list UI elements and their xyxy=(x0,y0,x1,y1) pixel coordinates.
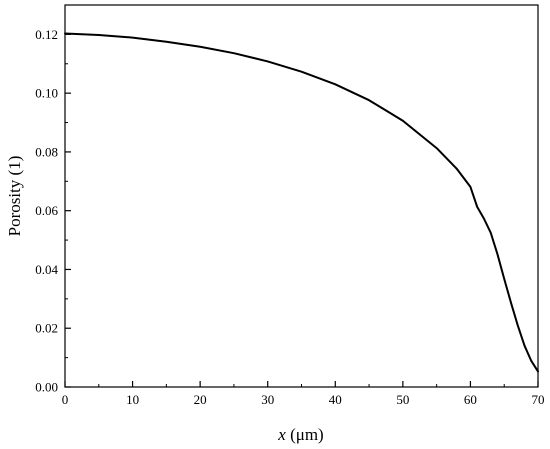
x-axis-title: x (μm) xyxy=(277,425,323,444)
x-tick-label: 0 xyxy=(62,392,69,407)
x-tick-label: 10 xyxy=(126,392,139,407)
x-tick-label: 40 xyxy=(329,392,342,407)
y-tick-label: 0.04 xyxy=(35,262,58,277)
y-tick-label: 0.00 xyxy=(35,380,58,395)
y-tick-label: 0.02 xyxy=(35,321,58,336)
x-tick-label: 50 xyxy=(396,392,409,407)
x-axis: 0 10 20 30 40 50 60 70 xyxy=(62,381,545,407)
y-axis-title: Porosity (1) xyxy=(5,156,24,237)
y-axis: 0.00 0.02 0.04 0.06 0.08 0.10 0.12 xyxy=(35,4,71,395)
x-tick-label: 70 xyxy=(532,392,545,407)
y-tick-label: 0.12 xyxy=(35,27,58,42)
y-tick-label: 0.06 xyxy=(35,203,58,218)
x-tick-label: 20 xyxy=(194,392,207,407)
y-tick-label: 0.08 xyxy=(35,144,58,159)
porosity-series-line xyxy=(64,32,539,373)
x-tick-label: 60 xyxy=(464,392,477,407)
y-tick-label: 0.10 xyxy=(35,86,58,101)
plot-frame xyxy=(64,4,539,388)
x-tick-label: 30 xyxy=(261,392,274,407)
